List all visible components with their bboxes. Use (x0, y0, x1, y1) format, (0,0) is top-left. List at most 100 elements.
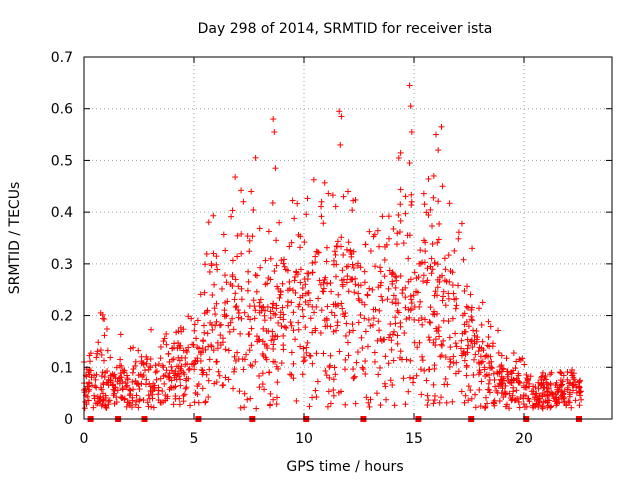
data-point (229, 273, 236, 280)
data-point (485, 334, 492, 341)
data-point (270, 116, 277, 123)
data-point (94, 400, 101, 407)
data-point (356, 297, 363, 304)
data-point (182, 361, 189, 368)
data-point (383, 396, 390, 403)
data-point (202, 398, 209, 405)
data-point (446, 278, 453, 285)
data-point (327, 400, 334, 407)
data-point (384, 296, 391, 303)
data-point (477, 353, 484, 360)
data-point (557, 382, 564, 389)
data-point (463, 372, 470, 379)
data-point (405, 388, 412, 395)
data-point (366, 228, 373, 235)
data-point (201, 322, 208, 329)
data-point (438, 341, 445, 348)
data-point (194, 383, 201, 390)
data-point (569, 366, 576, 373)
data-point (232, 276, 239, 283)
data-point (140, 397, 147, 404)
data-point (148, 403, 155, 410)
data-point (132, 401, 139, 408)
data-point (246, 248, 253, 255)
data-point (139, 373, 146, 380)
data-point (463, 362, 470, 369)
data-point (230, 326, 237, 333)
data-point (469, 344, 476, 351)
data-point (212, 311, 219, 318)
data-point (316, 277, 323, 284)
data-point (306, 352, 313, 359)
data-point (433, 328, 440, 335)
data-point (286, 243, 293, 250)
data-point (369, 286, 376, 293)
data-point (509, 396, 516, 403)
data-point (325, 388, 332, 395)
data-point (191, 321, 198, 328)
data-point (176, 373, 183, 380)
data-point (520, 384, 527, 391)
data-point (403, 356, 410, 363)
data-point (159, 362, 166, 369)
data-point (153, 376, 160, 383)
data-point (224, 298, 231, 305)
data-point (205, 377, 212, 384)
data-point (445, 252, 452, 259)
x-tick-label: 5 (190, 431, 199, 447)
data-point (490, 399, 497, 406)
data-point (176, 345, 183, 352)
data-point (544, 399, 551, 406)
data-point (332, 300, 339, 307)
data-point (406, 160, 413, 167)
data-point (260, 303, 267, 310)
data-point (331, 248, 338, 255)
data-point (117, 370, 124, 377)
data-point (340, 193, 347, 200)
data-point (199, 385, 206, 392)
data-point (219, 339, 226, 346)
data-point (402, 401, 409, 408)
data-point (377, 402, 384, 409)
data-point (169, 345, 176, 352)
data-point (343, 246, 350, 253)
data-point (259, 350, 266, 357)
data-point (347, 247, 354, 254)
data-point (172, 395, 179, 402)
data-point (202, 346, 209, 353)
data-point (293, 397, 300, 404)
data-point (513, 358, 520, 365)
data-point (122, 380, 129, 387)
data-point (361, 268, 368, 275)
data-point (93, 354, 100, 361)
data-point (376, 327, 383, 334)
data-point (232, 304, 239, 311)
data-point (522, 404, 529, 411)
data-point (232, 290, 239, 297)
data-point (126, 392, 133, 399)
data-point (467, 387, 474, 394)
data-point (417, 260, 424, 267)
data-point (279, 280, 286, 287)
data-point (440, 337, 447, 344)
data-point (397, 149, 404, 156)
data-point (297, 244, 304, 251)
data-point (274, 394, 281, 401)
data-point (244, 233, 251, 240)
data-point (508, 370, 515, 377)
data-point (256, 225, 263, 232)
data-point (345, 239, 352, 246)
data-point (323, 372, 330, 379)
data-point (382, 243, 389, 250)
data-point (458, 345, 465, 352)
data-point (435, 236, 442, 243)
data-point (455, 282, 462, 289)
data-point (542, 373, 549, 380)
data-point (458, 388, 465, 395)
data-point (209, 326, 216, 333)
data-point (203, 251, 210, 258)
data-point (391, 402, 398, 409)
data-point (547, 404, 554, 411)
data-point (465, 342, 472, 349)
data-point (573, 389, 580, 396)
